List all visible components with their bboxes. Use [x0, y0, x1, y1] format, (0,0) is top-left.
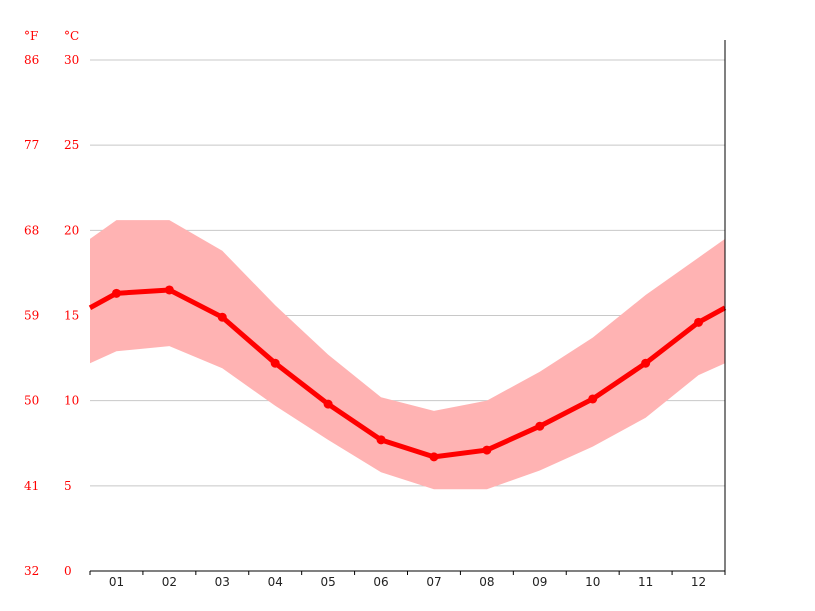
- x-tick-label: 06: [373, 575, 388, 589]
- mean-point: [217, 312, 227, 322]
- x-tick-label: 07: [426, 575, 441, 589]
- min-max-band: [90, 220, 725, 490]
- x-tick-label: 08: [479, 575, 494, 589]
- x-tick-label: 10: [585, 575, 600, 589]
- mean-point: [270, 358, 280, 368]
- y-tick-c: 30: [64, 53, 79, 67]
- mean-point: [694, 317, 704, 327]
- unit-c-label: °C: [64, 29, 79, 43]
- y-tick-f: 77: [24, 138, 39, 152]
- x-tick-label: 05: [320, 575, 335, 589]
- y-tick-c: 25: [64, 138, 79, 152]
- mean-point: [588, 394, 598, 404]
- y-tick-c: 0: [64, 564, 72, 578]
- x-tick-label: 02: [162, 575, 177, 589]
- mean-point: [323, 399, 333, 409]
- mean-point: [641, 358, 651, 368]
- y-tick-c: 20: [64, 223, 79, 237]
- mean-point: [164, 285, 174, 295]
- y-tick-f: 59: [24, 309, 39, 323]
- x-tick-label: 11: [638, 575, 653, 589]
- x-tick-label: 12: [691, 575, 706, 589]
- y-tick-f: 86: [24, 53, 39, 67]
- mean-temperature-line: [88, 287, 727, 460]
- x-tick-label: 09: [532, 575, 547, 589]
- mean-point: [429, 452, 439, 462]
- y-tick-c: 10: [64, 394, 79, 408]
- x-tick-label: 01: [109, 575, 124, 589]
- mean-point: [111, 288, 121, 298]
- unit-f-label: °F: [24, 29, 38, 43]
- y-tick-c: 15: [64, 309, 79, 323]
- y-tick-f: 68: [24, 223, 39, 237]
- y-tick-f: 50: [24, 394, 39, 408]
- mean-point: [535, 421, 545, 431]
- x-tick-label: 03: [215, 575, 230, 589]
- y-tick-f: 41: [24, 479, 39, 493]
- y-tick-c: 5: [64, 479, 72, 493]
- mean-point: [482, 445, 492, 455]
- x-tick-label: 04: [268, 575, 283, 589]
- y-tick-f: 32: [24, 564, 39, 578]
- mean-point: [376, 435, 386, 445]
